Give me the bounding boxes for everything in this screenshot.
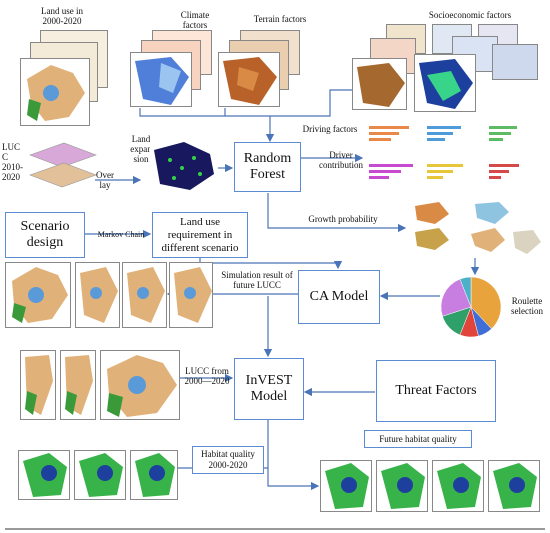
land-expansion-map <box>150 140 218 192</box>
map-thumbnail <box>169 262 213 328</box>
roulette-selection-label: Roulette selection <box>511 296 543 316</box>
random-forest-box: Random Forest <box>234 142 301 192</box>
socioeconomic-map-stack <box>352 24 542 116</box>
land-use-history-label: Land use in 2000-2020 <box>41 6 83 26</box>
driving-factors-label: Driving factors <box>302 124 358 134</box>
map-thumbnail <box>20 350 56 420</box>
lucc-period-label: LUCC from 2000—2020 <box>184 366 230 386</box>
arrow-req-to-ca <box>199 258 343 270</box>
map-thumbnail <box>432 460 484 512</box>
arrow-invest-down <box>267 420 320 491</box>
ca-model-box: CA Model <box>298 270 380 324</box>
terrain-map-stack <box>218 30 303 110</box>
threat-factors-box: Threat Factors <box>376 360 496 422</box>
land-use-map-stack <box>20 30 110 126</box>
socioeconomic-factors-label: Socioeconomic factors <box>428 10 512 20</box>
future-habitat-map-row <box>320 460 545 512</box>
overlay-label: Over lay <box>96 170 114 190</box>
driver-contribution-label: Driver contribution <box>319 150 363 170</box>
map-thumbnail <box>414 54 476 112</box>
map-thumbnail <box>100 350 180 420</box>
lucc-map-row <box>20 350 180 420</box>
map-thumbnail <box>5 262 71 328</box>
map-thumbnail <box>218 52 280 107</box>
map-thumbnail <box>492 44 538 80</box>
arrow-growth-probability <box>267 193 407 233</box>
driver-contribution-charts <box>365 120 545 200</box>
habitat-quality-history-box: Habitat quality 2000-2020 <box>192 446 264 474</box>
land-use-requirement-box: Land use requirement in different scenar… <box>152 212 248 258</box>
map-thumbnail <box>18 450 70 500</box>
map-thumbnail <box>320 460 372 512</box>
future-habitat-quality-box: Future habitat quality <box>364 430 472 448</box>
terrain-factors-label: Terrain factors <box>253 14 307 24</box>
growth-probability-label: Growth probability <box>308 214 378 224</box>
climate-map-stack <box>130 30 215 110</box>
connector-socio <box>270 89 355 117</box>
map-thumbnail <box>488 460 540 512</box>
land-expansion-label: Land expan sion <box>130 134 152 164</box>
map-thumbnail <box>74 450 126 500</box>
simulation-result-label: Simulation result of future LUCC <box>221 270 293 290</box>
lucc-overlay-diagram <box>29 142 97 188</box>
roulette-pie-chart <box>440 276 502 338</box>
climate-factors-label: Climate factors <box>180 10 210 30</box>
map-thumbnail <box>352 58 407 110</box>
pie-slice <box>470 276 502 330</box>
map-thumbnail <box>122 262 167 328</box>
map-thumbnail <box>130 450 178 500</box>
map-thumbnail <box>60 350 96 420</box>
map-thumbnail <box>376 460 428 512</box>
connector-climate <box>139 108 270 117</box>
map-thumbnail <box>130 52 192 107</box>
simulation-map-row <box>5 262 213 328</box>
habitat-history-map-row <box>18 450 178 500</box>
markov-chain-label: Markov Chain <box>97 230 145 239</box>
growth-probability-maps <box>405 200 545 262</box>
invest-model-box: InVEST Model <box>234 358 304 420</box>
map-thumbnail <box>20 58 90 126</box>
map-thumbnail <box>75 262 120 328</box>
pie-slice <box>459 276 472 308</box>
lucc-years-label: LUC C 2010- 2020 <box>2 142 23 182</box>
scenario-design-box: Scenario design <box>5 212 85 258</box>
